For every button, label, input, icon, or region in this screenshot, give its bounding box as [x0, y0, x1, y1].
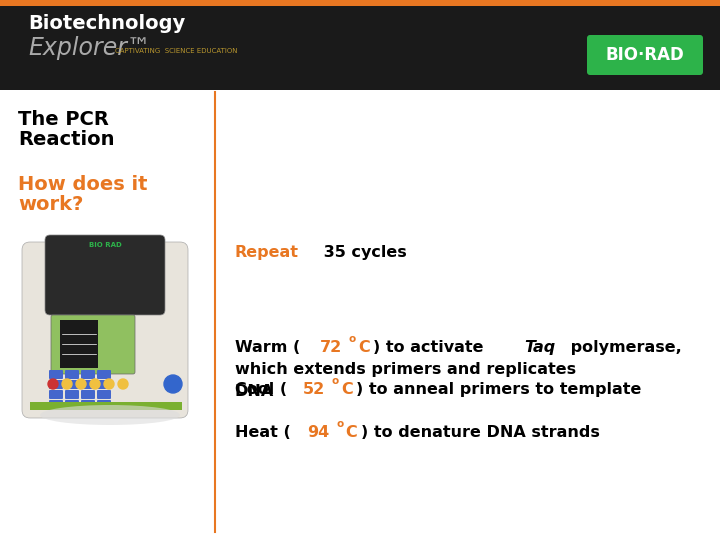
- Circle shape: [90, 379, 100, 389]
- Text: o: o: [336, 419, 343, 429]
- Text: which extends primers and replicates: which extends primers and replicates: [235, 362, 576, 377]
- FancyBboxPatch shape: [97, 370, 111, 379]
- FancyBboxPatch shape: [65, 390, 79, 399]
- Text: ) to denature DNA strands: ) to denature DNA strands: [361, 425, 600, 440]
- Text: work?: work?: [18, 195, 84, 214]
- FancyBboxPatch shape: [49, 390, 63, 399]
- Circle shape: [62, 379, 72, 389]
- Text: 52: 52: [302, 382, 325, 397]
- FancyBboxPatch shape: [65, 370, 79, 379]
- Bar: [30, 402, 182, 410]
- FancyBboxPatch shape: [22, 242, 188, 418]
- FancyBboxPatch shape: [45, 235, 165, 315]
- FancyBboxPatch shape: [65, 380, 79, 389]
- Text: 35 cycles: 35 cycles: [318, 245, 407, 260]
- FancyBboxPatch shape: [97, 400, 111, 409]
- Text: C: C: [358, 340, 370, 355]
- Text: Cool (: Cool (: [235, 382, 287, 397]
- FancyBboxPatch shape: [97, 380, 111, 389]
- FancyBboxPatch shape: [81, 390, 95, 399]
- Text: Taq: Taq: [524, 340, 555, 355]
- Text: ) to activate: ) to activate: [373, 340, 490, 355]
- FancyBboxPatch shape: [65, 400, 79, 409]
- FancyBboxPatch shape: [49, 400, 63, 409]
- Text: 72: 72: [320, 340, 342, 355]
- Circle shape: [76, 379, 86, 389]
- Circle shape: [118, 379, 128, 389]
- Text: BIO·RAD: BIO·RAD: [606, 46, 685, 64]
- Text: o: o: [348, 334, 356, 345]
- FancyBboxPatch shape: [49, 370, 63, 379]
- Text: The PCR: The PCR: [18, 110, 109, 129]
- Text: CAPTIVATING  SCIENCE EDUCATION: CAPTIVATING SCIENCE EDUCATION: [115, 48, 238, 54]
- Bar: [0, 6, 720, 90]
- Text: Repeat: Repeat: [235, 245, 299, 260]
- Text: C: C: [346, 425, 357, 440]
- FancyBboxPatch shape: [97, 390, 111, 399]
- Text: o: o: [332, 376, 339, 386]
- Text: ) to anneal primers to template: ) to anneal primers to template: [356, 382, 642, 397]
- Circle shape: [48, 379, 58, 389]
- Text: C: C: [341, 382, 353, 397]
- Text: Explorer™: Explorer™: [28, 36, 150, 60]
- Text: How does it: How does it: [18, 175, 148, 194]
- FancyBboxPatch shape: [587, 35, 703, 75]
- Bar: [0, 0, 720, 6]
- Text: Biotechnology: Biotechnology: [28, 14, 185, 33]
- Circle shape: [104, 379, 114, 389]
- Ellipse shape: [40, 405, 180, 425]
- FancyBboxPatch shape: [49, 380, 63, 389]
- Text: Heat (: Heat (: [235, 425, 291, 440]
- Text: Reaction: Reaction: [18, 130, 114, 149]
- Text: Warm (: Warm (: [235, 340, 300, 355]
- Circle shape: [164, 375, 182, 393]
- Text: BIO RAD: BIO RAD: [89, 242, 122, 248]
- Text: DNA: DNA: [235, 384, 274, 399]
- FancyBboxPatch shape: [81, 370, 95, 379]
- FancyBboxPatch shape: [51, 315, 135, 374]
- Bar: [60, 320, 98, 368]
- FancyBboxPatch shape: [81, 400, 95, 409]
- FancyBboxPatch shape: [81, 380, 95, 389]
- Text: polymerase,: polymerase,: [564, 340, 681, 355]
- Text: 94: 94: [307, 425, 330, 440]
